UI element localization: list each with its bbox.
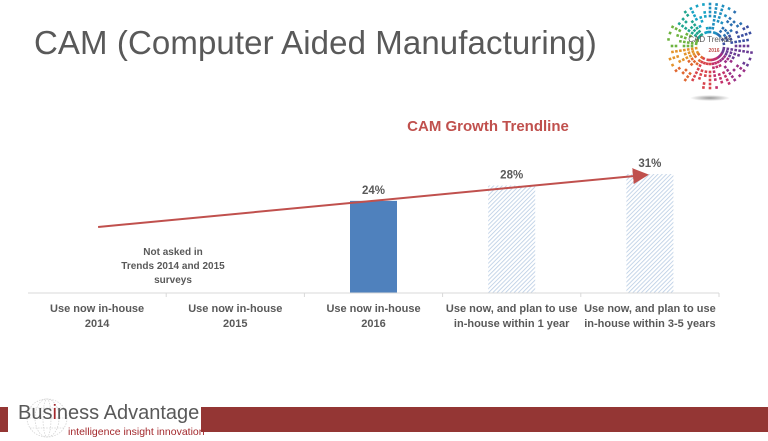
category-label-line: 2016 (361, 318, 385, 330)
category-label-line: Use now in-house (326, 303, 420, 315)
brand-tagline: intelligence insight innovation (68, 426, 205, 438)
data-label-3: 28% (500, 170, 523, 182)
business-advantage-logo: Business Advantage intelligence insight … (14, 402, 200, 441)
brand-name-suffix: ness Advantage (57, 402, 199, 424)
brand-name: Business Advantage (18, 402, 199, 425)
chart: 24%28%31% Use now in-house 2014Use now in… (0, 0, 768, 441)
category-label-3: Use now, and plan to use in-house within … (446, 303, 578, 330)
category-label-0: Use now in-house 2014 (50, 303, 144, 330)
category-label-line: Use now, and plan to use (584, 303, 716, 315)
footer-bar-left (0, 407, 8, 432)
category-label-4: Use now, and plan to use in-house within … (584, 303, 716, 330)
category-label-line: Use now, and plan to use (446, 303, 578, 315)
not-asked-annotation: Not asked in Trends 2014 and 2015 surveys (121, 247, 225, 286)
annotation-line: Not asked in (143, 247, 202, 258)
brand-name-prefix: Bus (18, 402, 52, 424)
category-label-1: Use now in-house 2015 (188, 303, 282, 330)
category-label-line: Use now in-house (50, 303, 144, 315)
data-label-2: 24% (362, 185, 385, 197)
footer-bar (201, 407, 768, 432)
data-label-4: 31% (638, 158, 661, 170)
category-label-line: 2014 (85, 318, 110, 330)
annotation-line: Trends 2014 and 2015 (121, 261, 225, 272)
bar-2 (350, 201, 397, 293)
annotation-line: surveys (154, 275, 192, 286)
category-label-line: Use now in-house (188, 303, 282, 315)
category-label-line: 2015 (223, 318, 247, 330)
bar-4 (626, 174, 673, 293)
bar-3 (488, 186, 535, 293)
category-label-line: in-house within 1 year (454, 318, 570, 330)
category-label-line: in-house within 3-5 years (584, 318, 715, 330)
category-label-2: Use now in-house 2016 (326, 303, 420, 330)
